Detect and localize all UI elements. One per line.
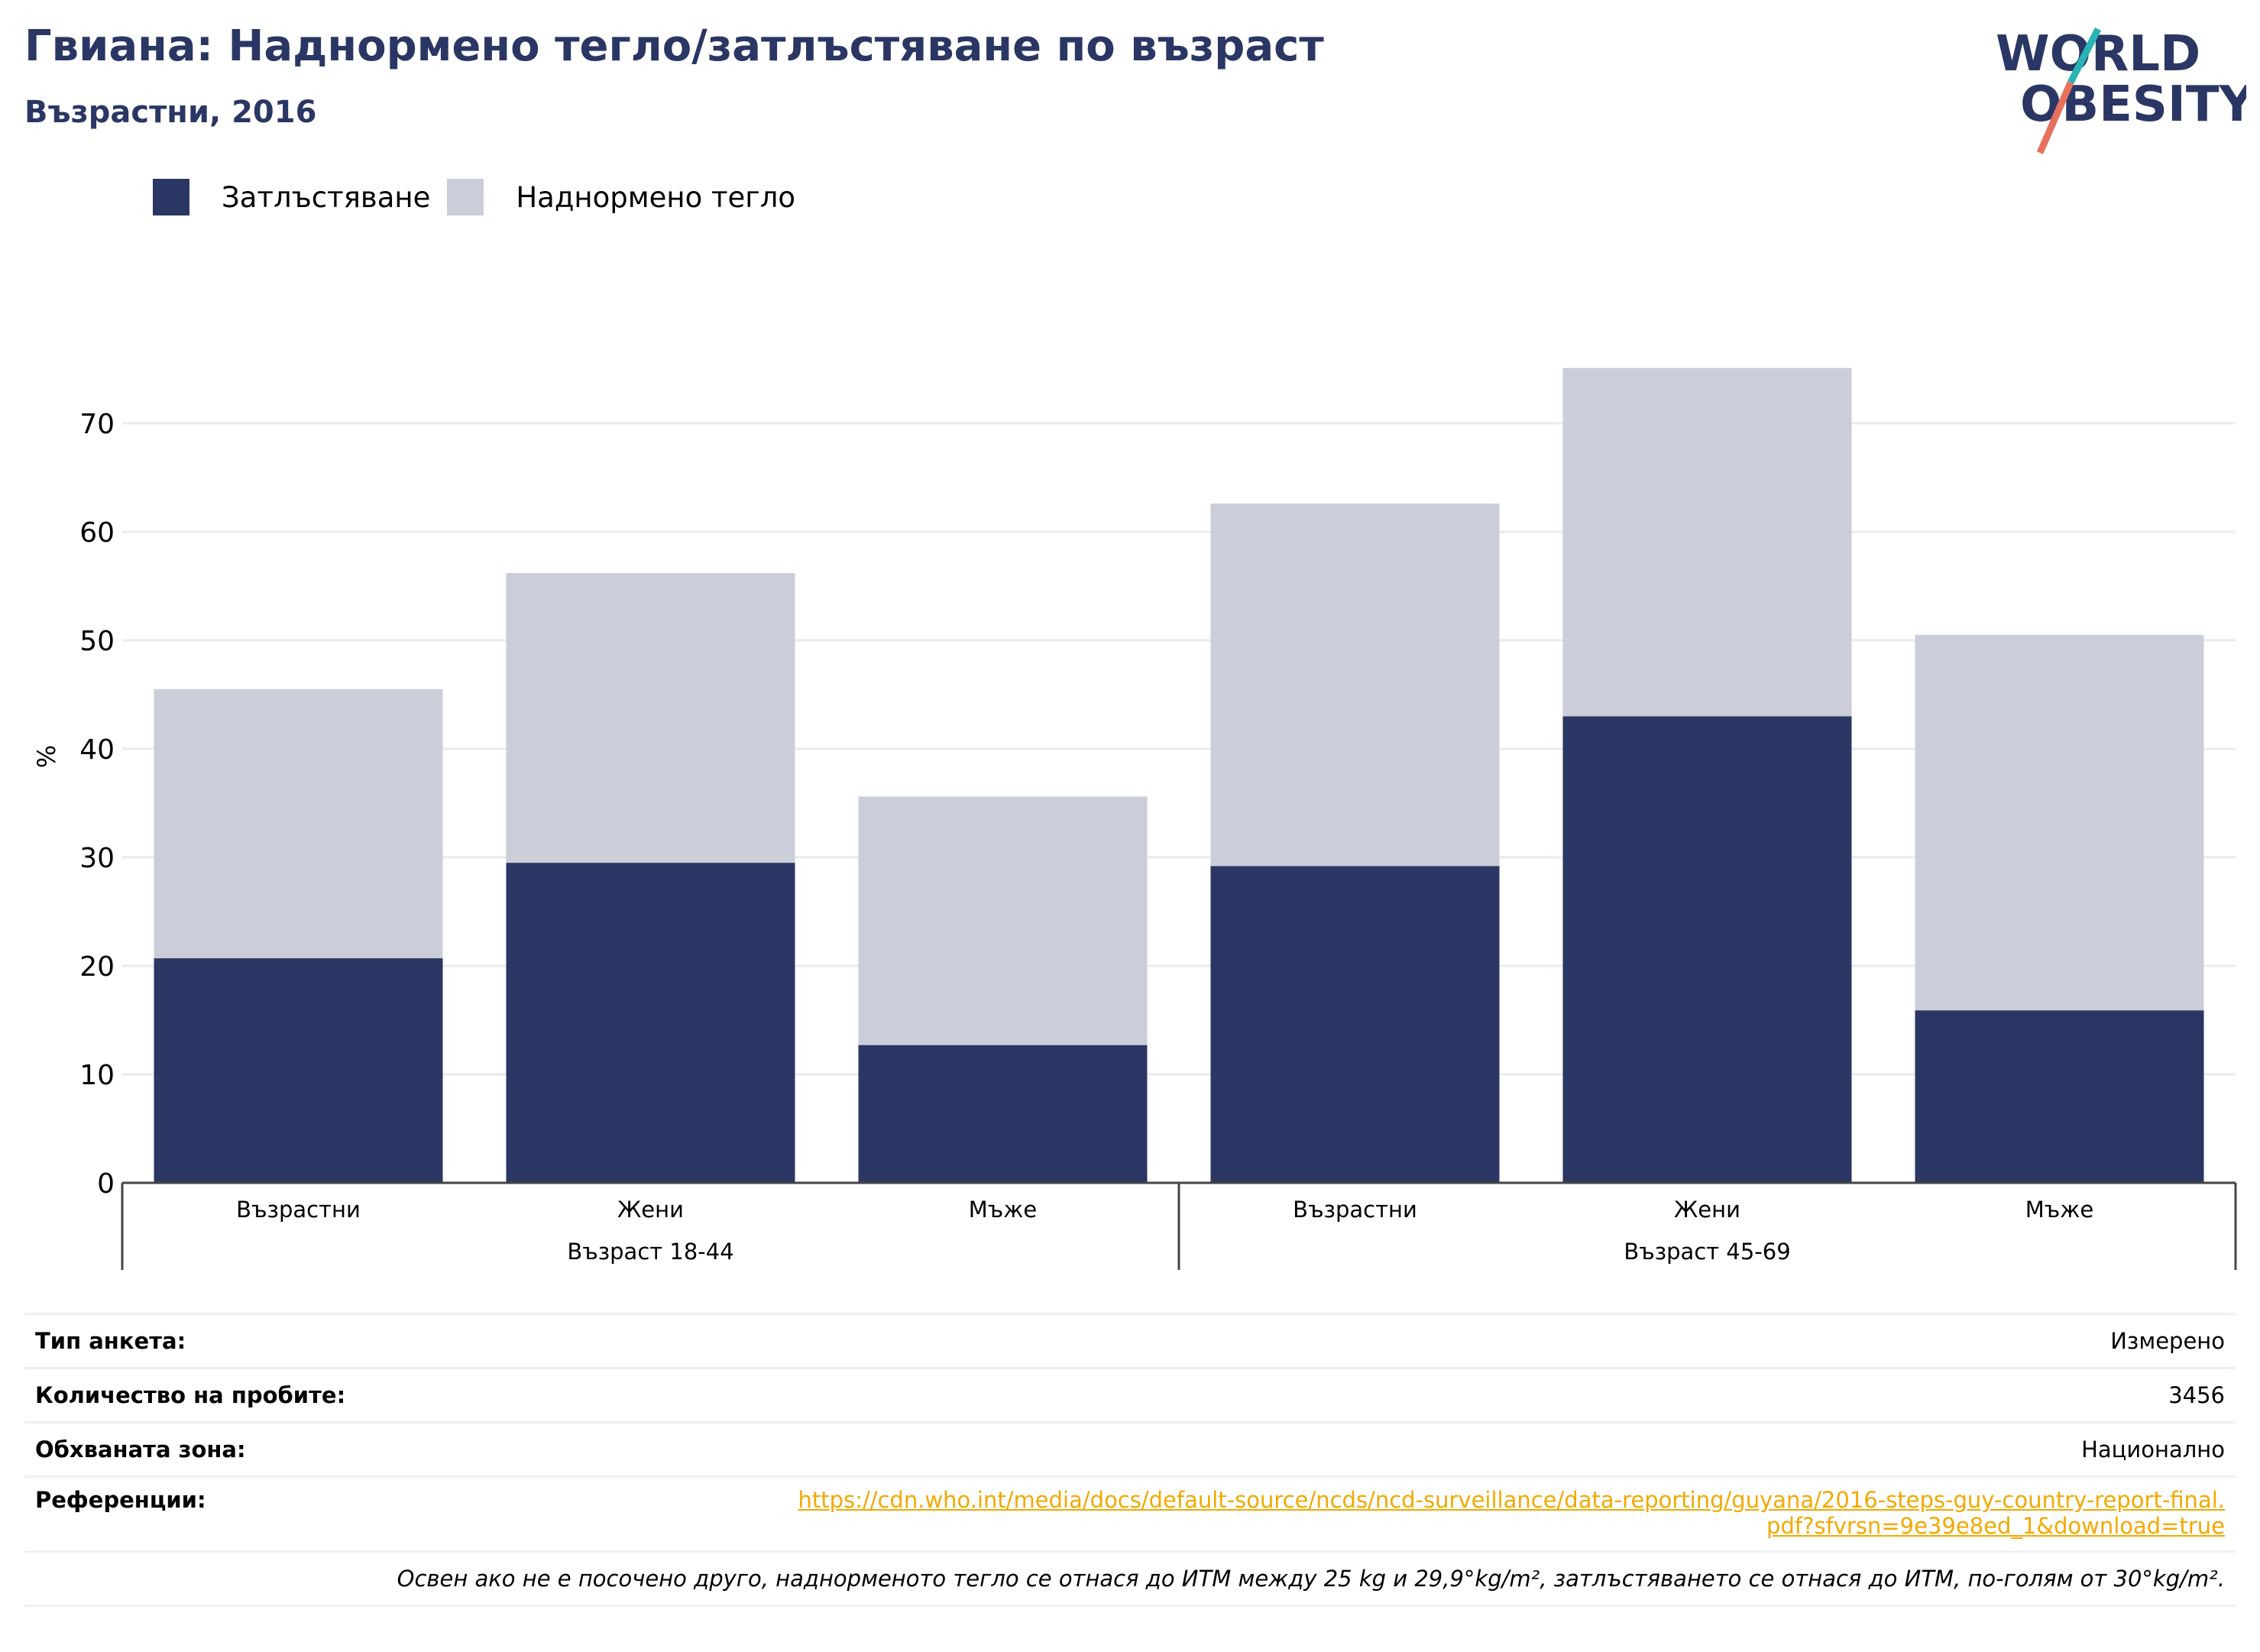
legend-label-obesity: Затлъстяване	[222, 180, 431, 214]
bar-obesity	[154, 958, 443, 1183]
info-row-references: Референции: https://cdn.who.int/media/do…	[24, 1475, 2236, 1550]
bar-obesity	[1915, 1010, 2204, 1183]
survey-info-table: Тип анкета: Измерено Количество на проби…	[24, 1313, 2236, 1607]
survey-type-label: Тип анкета:	[35, 1328, 186, 1354]
info-row-coverage: Обхваната зона: Национално	[24, 1421, 2236, 1475]
x-tick-label: Възрастни	[1293, 1197, 1417, 1223]
bar-overweight	[1210, 504, 1500, 866]
legend-item-obesity[interactable]: Затлъстяване	[153, 179, 430, 215]
bar-overweight	[858, 796, 1148, 1045]
x-tick-label: Мъже	[2025, 1197, 2093, 1223]
bar-overweight	[1562, 368, 1852, 717]
bar-obesity	[506, 863, 795, 1183]
group-label: Възраст 45-69	[1624, 1239, 1790, 1265]
y-tick-label: 10	[79, 1060, 115, 1091]
x-tick-label: Мъже	[969, 1197, 1037, 1223]
references-link[interactable]: https://cdn.who.int/media/docs/default-s…	[798, 1487, 2225, 1539]
bar-obesity	[1210, 866, 1500, 1183]
chart-legend: Затлъстяване Наднормено тегло	[153, 176, 812, 219]
coverage-label: Обхваната зона:	[35, 1437, 246, 1463]
sample-size-label: Количество на пробите:	[35, 1382, 346, 1408]
coverage-value: Национално	[2081, 1437, 2225, 1463]
bar-overweight	[506, 572, 795, 863]
legend-swatch-overweight	[447, 179, 484, 215]
sample-size-value: 3456	[2168, 1382, 2225, 1408]
footnote: Освен ако не е посочено друго, наднормен…	[24, 1550, 2236, 1607]
world-obesity-logo: WORLD OBESITY	[1996, 26, 2246, 154]
x-tick-label: Жени	[1674, 1197, 1740, 1223]
bar-obesity	[1562, 716, 1852, 1183]
y-tick-label: 50	[79, 626, 115, 657]
y-tick-label: 40	[79, 734, 115, 766]
bar-overweight	[154, 688, 443, 959]
stacked-bar-chart: 0 10 20 30 40 50 60 70% Възрастни Жени Мъже Възраст…	[32, 368, 2237, 1270]
x-tick-label: Жени	[617, 1197, 684, 1223]
bar-overweight	[1915, 634, 2204, 1011]
group-label: Възраст 18-44	[567, 1239, 733, 1265]
chart-title: Гвиана: Наднормено тегло/затлъстяване по…	[24, 21, 1324, 71]
legend-item-overweight[interactable]: Наднормено тегло	[447, 179, 795, 215]
chart-subtitle: Възрастни, 2016	[24, 95, 317, 130]
y-tick-label: 0	[97, 1168, 115, 1200]
survey-type-value: Измерено	[2110, 1328, 2225, 1354]
y-tick-label: 30	[79, 843, 115, 874]
y-tick-label: 20	[79, 951, 115, 983]
y-axis-label: %	[32, 745, 61, 768]
bar-obesity	[858, 1045, 1148, 1183]
info-row-sample-size: Количество на пробите: 3456	[24, 1367, 2236, 1421]
info-row-survey-type: Тип анкета: Измерено	[24, 1313, 2236, 1367]
y-tick-label: 70	[79, 409, 115, 440]
x-tick-label: Възрастни	[236, 1197, 361, 1223]
logo-slash-teal	[2067, 27, 2102, 85]
legend-swatch-obesity	[153, 179, 189, 215]
references-label: Референции:	[35, 1487, 206, 1513]
y-tick-label: 60	[79, 517, 115, 549]
legend-label-overweight: Наднормено тегло	[516, 180, 796, 214]
logo-slash-red	[2036, 81, 2074, 154]
